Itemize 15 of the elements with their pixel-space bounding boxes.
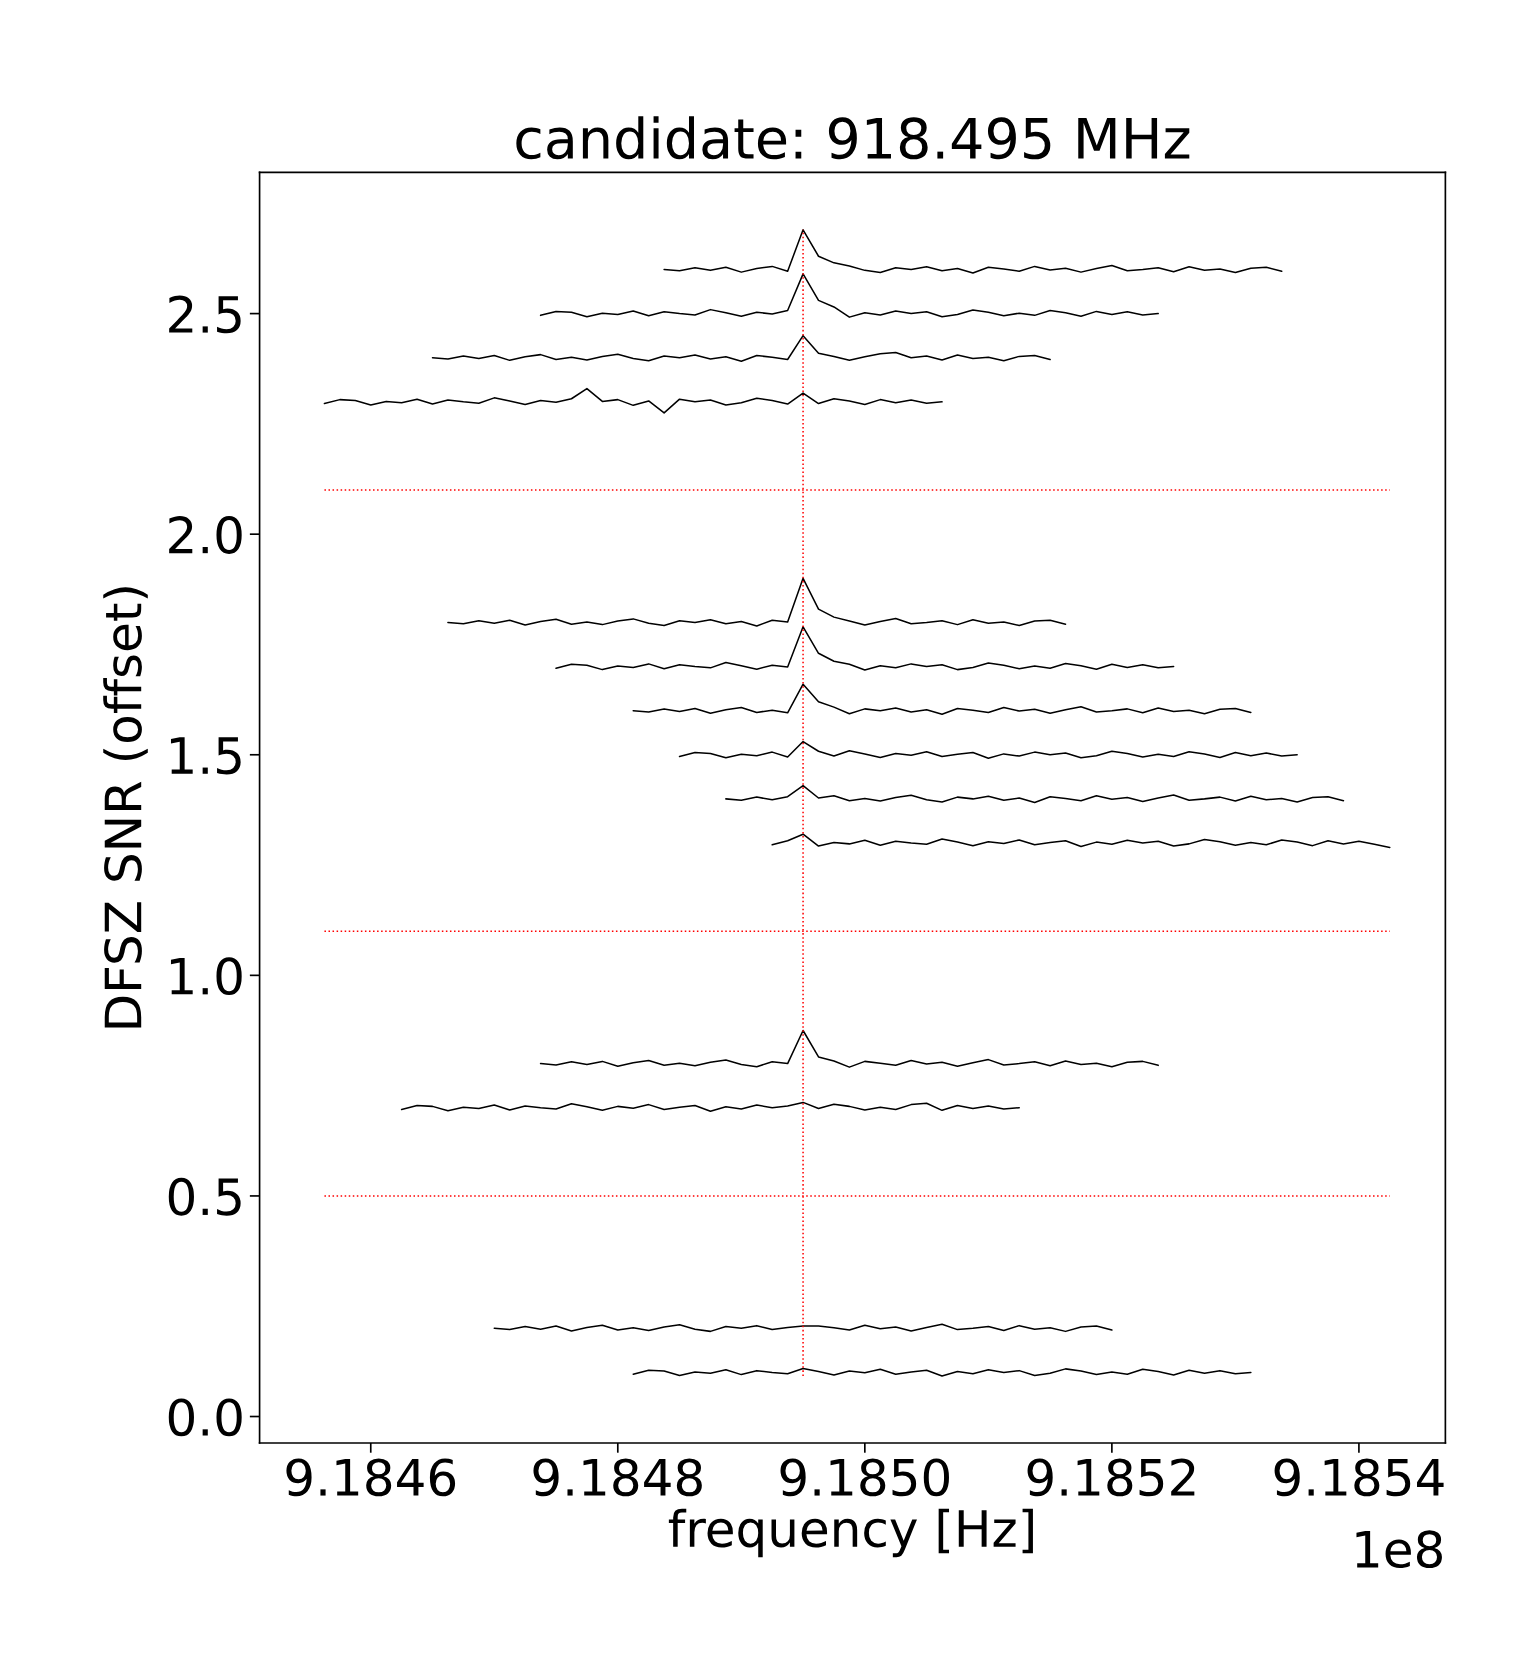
- y-tick-label: 2.5: [169, 295, 241, 334]
- y-tick-label: 1.0: [170, 957, 242, 996]
- x-tick-label: 9.1850: [780, 1458, 949, 1497]
- text: 1e8: [1356, 1530, 1442, 1569]
- chart-title: candidate: 918.495 MHz: [516, 116, 1190, 160]
- x-tick-label: 9.1852: [1027, 1458, 1195, 1497]
- x-tick-label: 9.1848: [533, 1458, 702, 1497]
- y-tick-label: 0.5: [168, 1177, 241, 1216]
- x-axis-title: frequency [Hz]: [668, 1508, 1033, 1558]
- y-tick-label: 1.5: [170, 737, 241, 775]
- y-axis-title: DFSZ SNR (offset): [103, 587, 148, 1028]
- x-tick-label: 9.1846: [286, 1458, 456, 1497]
- x-tick-label: 9.1854: [1274, 1458, 1444, 1497]
- y-tick-label: 2.0: [169, 516, 242, 554]
- y-tick-label: 0.0: [168, 1398, 242, 1437]
